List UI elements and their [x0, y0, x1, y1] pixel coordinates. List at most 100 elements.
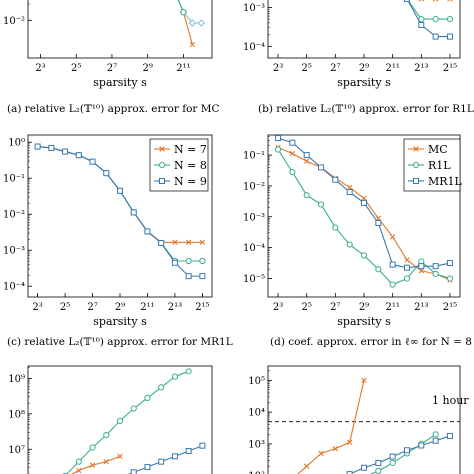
data-point	[375, 459, 382, 466]
plot-frame-b	[267, 0, 461, 59]
data-point	[130, 469, 137, 474]
data-point	[346, 439, 353, 445]
data-point	[403, 447, 410, 454]
data-point	[389, 281, 396, 288]
series-group	[297, 377, 453, 474]
data-point	[318, 450, 324, 457]
data-point	[361, 377, 367, 383]
data-point	[189, 41, 196, 48]
data-point	[418, 268, 425, 274]
data-point	[199, 273, 206, 280]
data-point	[185, 368, 192, 375]
y-tick-label: 10⁻¹	[3, 174, 25, 185]
data-point	[185, 273, 192, 280]
data-point	[89, 462, 96, 468]
chart-e: 10⁹10⁸10⁷10⁶	[8, 365, 213, 474]
data-point	[275, 135, 282, 142]
data-point	[403, 264, 410, 271]
caption-a: (a) relative L₂(𝕋¹⁰) approx. error for M…	[7, 103, 220, 115]
data-point	[303, 192, 310, 199]
data-point	[303, 152, 310, 159]
chart-d: 10⁻¹ 10⁻² 10⁻³ 10⁻⁴ 10⁻⁵ 2³ 2⁵ 2⁷ 2⁹ 2¹¹ 2¹³ 2¹⁵ spa…	[243, 134, 463, 328]
data-point	[185, 448, 192, 455]
y-tick-label: 10⁻²	[3, 210, 25, 221]
y-tick-label: 10⁷	[8, 445, 25, 456]
x-tick-label: 2¹³	[414, 63, 428, 74]
data-point	[130, 405, 137, 412]
chart-b: 10⁻³ 10⁻⁴ 2³ 2⁵ 2⁷ 2⁹ 2¹¹ 2¹³ 2¹⁵ sparsity s	[243, 0, 461, 89]
data-point	[432, 16, 439, 23]
data-point	[389, 261, 396, 268]
data-point	[446, 260, 453, 267]
data-point	[389, 459, 396, 467]
x-tick-label: 2¹¹	[176, 63, 190, 74]
legend-marker	[412, 161, 420, 169]
x-tick-label: 2¹³	[168, 302, 182, 313]
x-tick-label: 2⁷	[330, 302, 340, 313]
data-point	[403, 275, 411, 282]
data-point	[375, 219, 382, 226]
x-tick-label: 2³	[273, 302, 283, 313]
data-point	[361, 464, 367, 471]
legend-label: N = 7	[174, 143, 207, 156]
y-tick-label: 10⁻¹	[243, 151, 265, 162]
data-point	[375, 266, 382, 273]
legend-marker	[159, 178, 165, 184]
plot-frame-a	[27, 0, 213, 59]
data-point	[432, 437, 439, 444]
data-point	[403, 0, 410, 2]
series-line-blue	[406, 0, 450, 38]
y-tick-label: 10⁹	[8, 374, 25, 385]
data-point	[389, 234, 396, 240]
data-point	[432, 270, 439, 277]
data-point	[103, 431, 110, 439]
y-tick-label: 10⁸	[8, 409, 25, 420]
y-tick-label: 10⁻³	[3, 246, 25, 257]
data-point	[185, 239, 192, 245]
legend-marker	[159, 146, 165, 152]
chart-f: 10⁵ 10⁴ 10³ 10²	[248, 365, 461, 474]
data-point	[158, 458, 165, 465]
data-point	[199, 257, 206, 265]
y-tick-label: 10⁻³	[243, 212, 265, 223]
data-point	[418, 263, 425, 270]
series-group	[403, 0, 454, 40]
series-group	[34, 143, 206, 280]
y-tick-label: 10⁵	[248, 376, 265, 387]
data-point	[446, 33, 453, 40]
data-point	[188, 19, 197, 27]
x-tick-label: 2¹¹	[385, 302, 399, 313]
x-tick-label: 2⁷	[107, 63, 117, 74]
data-point	[361, 199, 367, 206]
chart-a: 10⁻² 2³ 2⁵ 2⁷ 2⁹ 2¹¹ sparsity s	[3, 0, 213, 89]
x-tick-label: 2¹¹	[140, 302, 154, 313]
data-point	[117, 187, 123, 194]
data-point	[317, 201, 325, 208]
data-point	[130, 209, 137, 216]
x-tick-label: 2¹⁵	[195, 302, 209, 313]
data-point	[303, 463, 310, 469]
x-tick-label: 2³	[32, 302, 42, 313]
data-point	[375, 215, 382, 222]
legend-label: MC	[428, 143, 448, 156]
y-tick-label: 10⁻⁴	[243, 243, 265, 254]
x-tick-label: 2⁹	[359, 302, 369, 313]
data-point	[171, 373, 179, 380]
data-point	[389, 453, 396, 460]
y-tick-label: 10⁻⁴	[243, 42, 265, 53]
data-point	[318, 164, 325, 171]
data-point	[360, 252, 368, 259]
chart-c: 10⁰ 10⁻¹ 10⁻² 10⁻³ 10⁻⁴ 2³ 2⁵ 2⁷ 2⁹ 2¹¹ 2¹³ 2¹⁵ spar…	[3, 134, 213, 328]
x-tick-label: 2¹³	[414, 302, 428, 313]
data-point	[89, 444, 96, 451]
data-point	[332, 176, 339, 183]
legend-marker	[413, 178, 419, 184]
x-tick-label: 2¹⁵	[443, 63, 457, 74]
data-point	[171, 453, 178, 460]
data-point	[75, 458, 82, 465]
series-line-lightblue	[177, 0, 202, 24]
x-tick-label: 2⁹	[359, 63, 369, 74]
data-point	[116, 417, 124, 425]
series-line-green	[407, 0, 450, 20]
